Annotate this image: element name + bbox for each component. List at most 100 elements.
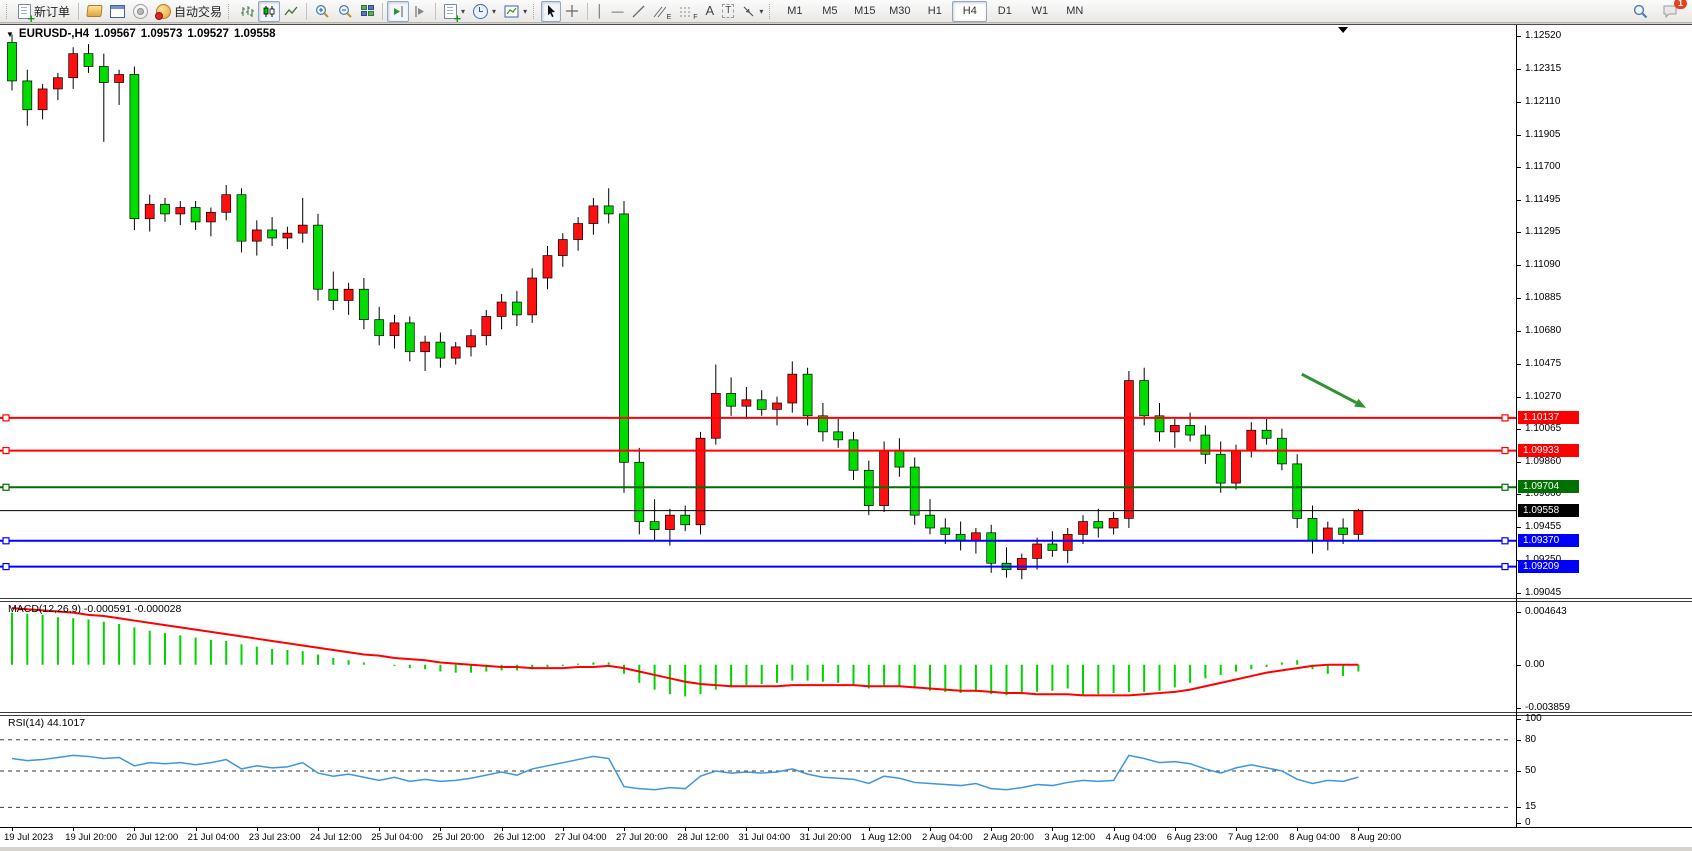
signals-icon [133, 3, 149, 19]
text-label-tool-button[interactable]: T [718, 1, 738, 22]
chart-shift-button[interactable] [409, 1, 431, 22]
horizontal-line-tool-button[interactable]: — [608, 1, 628, 22]
arrow-annotation-head[interactable] [1354, 398, 1367, 408]
time-tick [1052, 828, 1054, 831]
pane-separator[interactable] [0, 601, 1692, 602]
price-tick-label: 1.11090 [1525, 259, 1561, 271]
tf-h4-button[interactable]: H4 [952, 0, 988, 22]
bar-chart-button[interactable] [236, 1, 258, 22]
toolbar-grip [769, 3, 773, 19]
time-tick [501, 828, 503, 831]
chat-button[interactable]: 1 [1658, 0, 1687, 22]
symbol-dropdown-icon[interactable]: ▼ [6, 29, 14, 39]
search-button[interactable] [1629, 1, 1652, 22]
candle-body [940, 527, 951, 535]
candle-body [756, 399, 767, 410]
crosshair-button[interactable] [561, 1, 583, 22]
candle-body [404, 322, 415, 353]
profiles-button[interactable] [83, 1, 106, 22]
autotrade-button[interactable]: 自动交易 [152, 1, 226, 22]
trendline-tool-button[interactable] [628, 1, 649, 22]
bar-chart-icon [241, 5, 255, 17]
axis-tick [1517, 36, 1521, 38]
candle-body [53, 77, 63, 90]
candle-body [802, 373, 813, 417]
hline-handle[interactable] [2, 414, 10, 422]
new-order-button[interactable]: + 新订单 [14, 1, 74, 25]
candle-body [1322, 527, 1333, 542]
time-tick [256, 828, 258, 831]
pane-separator[interactable] [0, 712, 1692, 713]
hline-handle[interactable] [2, 562, 10, 571]
separator [306, 2, 308, 20]
time-tick [868, 828, 870, 831]
rsi-line [11, 754, 1359, 791]
text-tool-button[interactable]: A [702, 1, 719, 22]
time-axis[interactable]: 19 Jul 2023 19 Jul 20:00 20 Jul 12:00 21 Ju… [0, 828, 1516, 847]
zoom-out-button[interactable] [334, 1, 357, 22]
hline-handle[interactable] [1501, 446, 1509, 455]
tf-mn-button[interactable]: MN [1066, 5, 1084, 17]
hline-handle[interactable] [2, 483, 10, 491]
time-tick [318, 828, 319, 831]
tf-m5-button[interactable]: M5 [822, 5, 838, 17]
time-tick [562, 828, 564, 831]
tf-w1-button[interactable]: W1 [1031, 5, 1049, 17]
vertical-line-tool-button[interactable]: │ [592, 1, 608, 22]
axis-tick [1517, 664, 1521, 666]
tf-m1-button[interactable]: M1 [787, 5, 803, 17]
candle-body [649, 521, 660, 530]
chart-background [0, 24, 1692, 847]
time-tick [1358, 828, 1360, 831]
candlestick-chart-button[interactable] [258, 0, 281, 22]
line-chart-button[interactable] [280, 1, 302, 22]
tf-h1-button[interactable]: H1 [927, 5, 942, 17]
separator [435, 2, 437, 20]
periods-button[interactable]: ▾ [469, 1, 500, 22]
candle-body [1093, 521, 1104, 529]
tf-m30-button[interactable]: M30 [889, 5, 911, 17]
tf-d1-button[interactable]: D1 [997, 5, 1012, 17]
tile-windows-button[interactable] [357, 1, 378, 22]
auto-scroll-button[interactable] [387, 0, 410, 22]
time-axis-label: 20 Jul 12:00 [126, 832, 179, 843]
axis-tick [1517, 771, 1521, 772]
indicators-button[interactable]: + ▾ [440, 1, 469, 25]
templates-button[interactable]: ▾ [500, 1, 531, 22]
hline-handle[interactable] [1501, 537, 1509, 545]
candle-body [741, 399, 752, 407]
hline-handle[interactable] [2, 446, 10, 455]
signals-button[interactable] [129, 1, 152, 22]
candle-body [925, 514, 935, 529]
hline-handle[interactable] [1501, 414, 1509, 422]
hline-handle[interactable] [2, 537, 10, 545]
tf-m15-button[interactable]: M15 [854, 5, 876, 17]
pane-separator[interactable] [0, 598, 1692, 599]
ohlc-open: 1.09567 [94, 28, 136, 40]
fibonacci-tool-button[interactable]: F [675, 1, 701, 22]
time-tick [440, 828, 442, 831]
arrow-annotation-shaft[interactable] [1301, 372, 1358, 405]
price-scale[interactable]: 1.12520 1.12315 1.12110 1.11905 1.11700 1.114… [1517, 0, 1692, 851]
pane-separator[interactable] [0, 715, 1692, 716]
cursor-button[interactable] [541, 0, 562, 22]
hline-handle[interactable] [1501, 562, 1509, 571]
candle-body [190, 207, 201, 223]
candle-body [1047, 543, 1058, 551]
indicators-icon: + [444, 3, 461, 25]
zoom-in-icon [316, 4, 329, 18]
market-watch-icon [110, 4, 126, 18]
candle-body [1231, 450, 1241, 484]
time-tick [930, 828, 931, 831]
candle-body [848, 439, 859, 471]
arrows-tool-button[interactable]: ▾ [738, 1, 767, 22]
zoom-in-button[interactable] [311, 1, 334, 22]
time-tick [685, 828, 687, 831]
hline-handle[interactable] [1501, 483, 1509, 491]
channel-tool-button[interactable]: E [649, 1, 676, 22]
market-watch-button[interactable] [106, 1, 129, 22]
candle-body [1078, 521, 1088, 535]
time-axis-label: 2 Aug 20:00 [983, 832, 1034, 843]
chart-canvas[interactable] [0, 25, 1516, 827]
candle-body [1353, 510, 1364, 535]
